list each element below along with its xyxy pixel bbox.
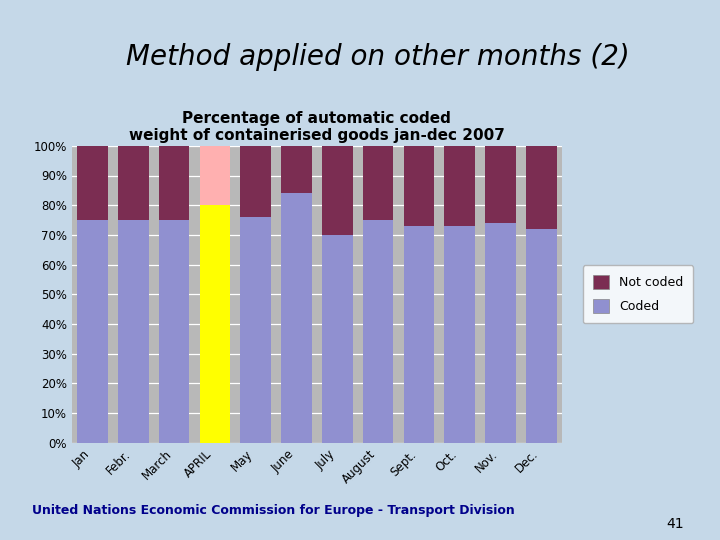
Text: Method applied on other months (2): Method applied on other months (2): [126, 43, 630, 71]
Bar: [403, 226, 434, 443]
Bar: [526, 229, 557, 443]
Bar: [363, 146, 393, 220]
Bar: [444, 146, 475, 226]
Text: Percentage of automatic coded
weight of containerised goods jan-dec 2007: Percentage of automatic coded weight of …: [129, 111, 505, 143]
Bar: [158, 220, 189, 443]
Bar: [199, 205, 230, 443]
Bar: [485, 146, 516, 223]
Bar: [403, 146, 434, 226]
Text: United Nations Economic Commission for Europe - Transport Division: United Nations Economic Commission for E…: [32, 504, 515, 517]
Bar: [322, 146, 353, 235]
Bar: [77, 220, 108, 443]
Bar: [322, 235, 353, 443]
Bar: [444, 226, 475, 443]
Text: 41: 41: [667, 517, 684, 531]
Bar: [158, 146, 189, 220]
Bar: [281, 193, 312, 443]
Bar: [240, 146, 271, 217]
Bar: [118, 220, 148, 443]
Bar: [363, 220, 393, 443]
Legend: Not coded, Coded: Not coded, Coded: [582, 265, 693, 323]
Bar: [240, 217, 271, 443]
Bar: [526, 146, 557, 229]
Bar: [281, 146, 312, 193]
Bar: [485, 223, 516, 443]
Bar: [77, 146, 108, 220]
Bar: [118, 146, 148, 220]
Bar: [199, 146, 230, 205]
